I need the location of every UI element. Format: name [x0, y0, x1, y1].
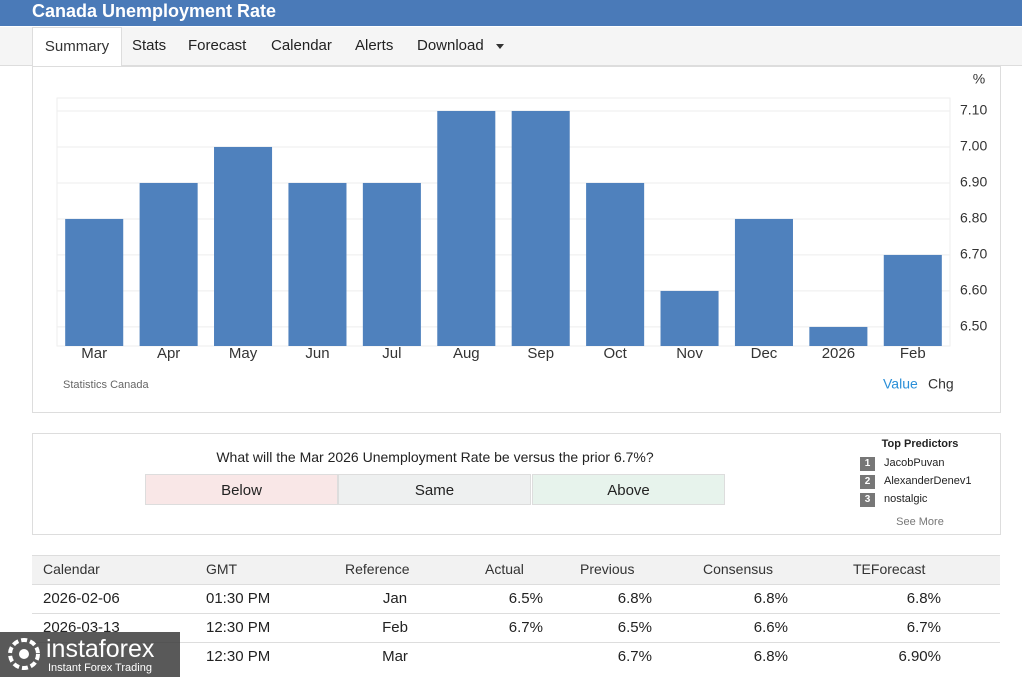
unit-label: % [973, 71, 985, 87]
tab[interactable]: Calendar [271, 37, 332, 54]
see-more[interactable]: See More [860, 516, 980, 528]
column-header: Previous [580, 561, 634, 577]
toggle[interactable]: Chg [928, 376, 954, 392]
table-cell: 12:30 PM [206, 648, 270, 665]
watermark-tagline: Instant Forex Trading [48, 662, 152, 674]
table-cell: Mar [345, 648, 445, 665]
bar [437, 111, 495, 346]
x-tick-label: Nov [676, 345, 703, 362]
table-cell: 6.5% [485, 590, 543, 607]
table-cell: 6.5% [580, 619, 652, 636]
tab[interactable]: Summary [32, 27, 122, 66]
table-cell: 6.90% [853, 648, 941, 665]
x-tick-label: Jul [382, 345, 401, 362]
predictor-rank: 3 [860, 493, 875, 507]
x-tick-label: 2026 [822, 345, 855, 362]
table-cell: 6.8% [703, 648, 788, 665]
chart-panel: % Statistics Canada Value Chg 6.50 6.60 6.… [32, 66, 1001, 413]
table-cell: 6.8% [580, 590, 652, 607]
predictors-title: Top Predictors [860, 438, 980, 450]
bar [214, 147, 272, 346]
row-border [32, 584, 1000, 585]
x-tick-label: May [229, 345, 258, 362]
tab[interactable]: Download [417, 37, 484, 54]
tab-bar: Summary Stats Forecast Calendar Alerts D… [0, 27, 1022, 66]
dropdown-caret [496, 44, 504, 49]
column-header: Calendar [43, 561, 100, 577]
page-title: Canada Unemployment Rate [32, 1, 276, 22]
bar [140, 183, 198, 346]
y-tick-label: 6.50 [960, 318, 987, 334]
bar [288, 183, 346, 346]
bar [661, 291, 719, 346]
watermark: instaforex Instant Forex Trading [0, 632, 180, 677]
chart: % Statistics Canada Value Chg 6.50 6.60 6.… [33, 67, 1000, 412]
poll-option[interactable]: Same [338, 474, 531, 505]
column-header: Actual [485, 561, 524, 577]
bar [586, 183, 644, 346]
column-header: GMT [206, 561, 237, 577]
y-tick-label: 6.70 [960, 246, 987, 262]
table-cell: Feb [345, 619, 445, 636]
bar [363, 183, 421, 346]
source: Statistics Canada [63, 379, 149, 391]
watermark-logo [6, 636, 42, 672]
predictor-rank: 2 [860, 475, 875, 489]
x-tick-label: Mar [81, 345, 107, 362]
bar [65, 219, 123, 346]
column-header: TEForecast [853, 561, 925, 577]
table-cell: 2026-02-06 [43, 590, 120, 607]
x-tick-label: Feb [900, 345, 926, 362]
x-tick-label: Apr [157, 345, 180, 362]
predictor-name[interactable]: AlexanderDenev1 [884, 475, 971, 487]
x-tick-label: Aug [453, 345, 480, 362]
predictor-rank: 1 [860, 457, 875, 471]
tab[interactable]: Stats [132, 37, 166, 54]
bar [735, 219, 793, 346]
table-cell: 01:30 PM [206, 590, 270, 607]
toggle[interactable]: Value [883, 376, 918, 392]
column-header: Consensus [703, 561, 773, 577]
table-cell: 6.8% [853, 590, 941, 607]
watermark-brand: instaforex [46, 635, 154, 664]
table-cell: 6.8% [703, 590, 788, 607]
y-tick-label: 6.80 [960, 210, 987, 226]
predictor-name[interactable]: JacobPuvan [884, 457, 945, 469]
table-cell: 12:30 PM [206, 619, 270, 636]
x-tick-label: Oct [603, 345, 627, 362]
poll-question: What will the Mar 2026 Unemployment Rate… [145, 449, 725, 465]
bar [512, 111, 570, 346]
x-tick-label: Sep [527, 345, 554, 362]
table-cell: 6.7% [580, 648, 652, 665]
bar [884, 255, 942, 346]
tab[interactable]: Alerts [355, 37, 393, 54]
y-tick-label: 7.10 [960, 102, 987, 118]
y-tick-label: 7.00 [960, 138, 987, 154]
table-cell: Jan [345, 590, 445, 607]
table-cell: 6.7% [485, 619, 543, 636]
y-tick-label: 6.90 [960, 174, 987, 190]
x-tick-label: Dec [751, 345, 778, 362]
table-cell: 6.6% [703, 619, 788, 636]
poll-option[interactable]: Below [145, 474, 338, 505]
y-tick-label: 6.60 [960, 282, 987, 298]
predictor-name[interactable]: nostalgic [884, 493, 927, 505]
column-header: Reference [345, 561, 410, 577]
tab[interactable]: Forecast [188, 37, 246, 54]
table-cell: 6.7% [853, 619, 941, 636]
x-tick-label: Jun [305, 345, 329, 362]
bar [809, 327, 867, 346]
poll-option[interactable]: Above [532, 474, 725, 505]
row-border [32, 613, 1000, 614]
